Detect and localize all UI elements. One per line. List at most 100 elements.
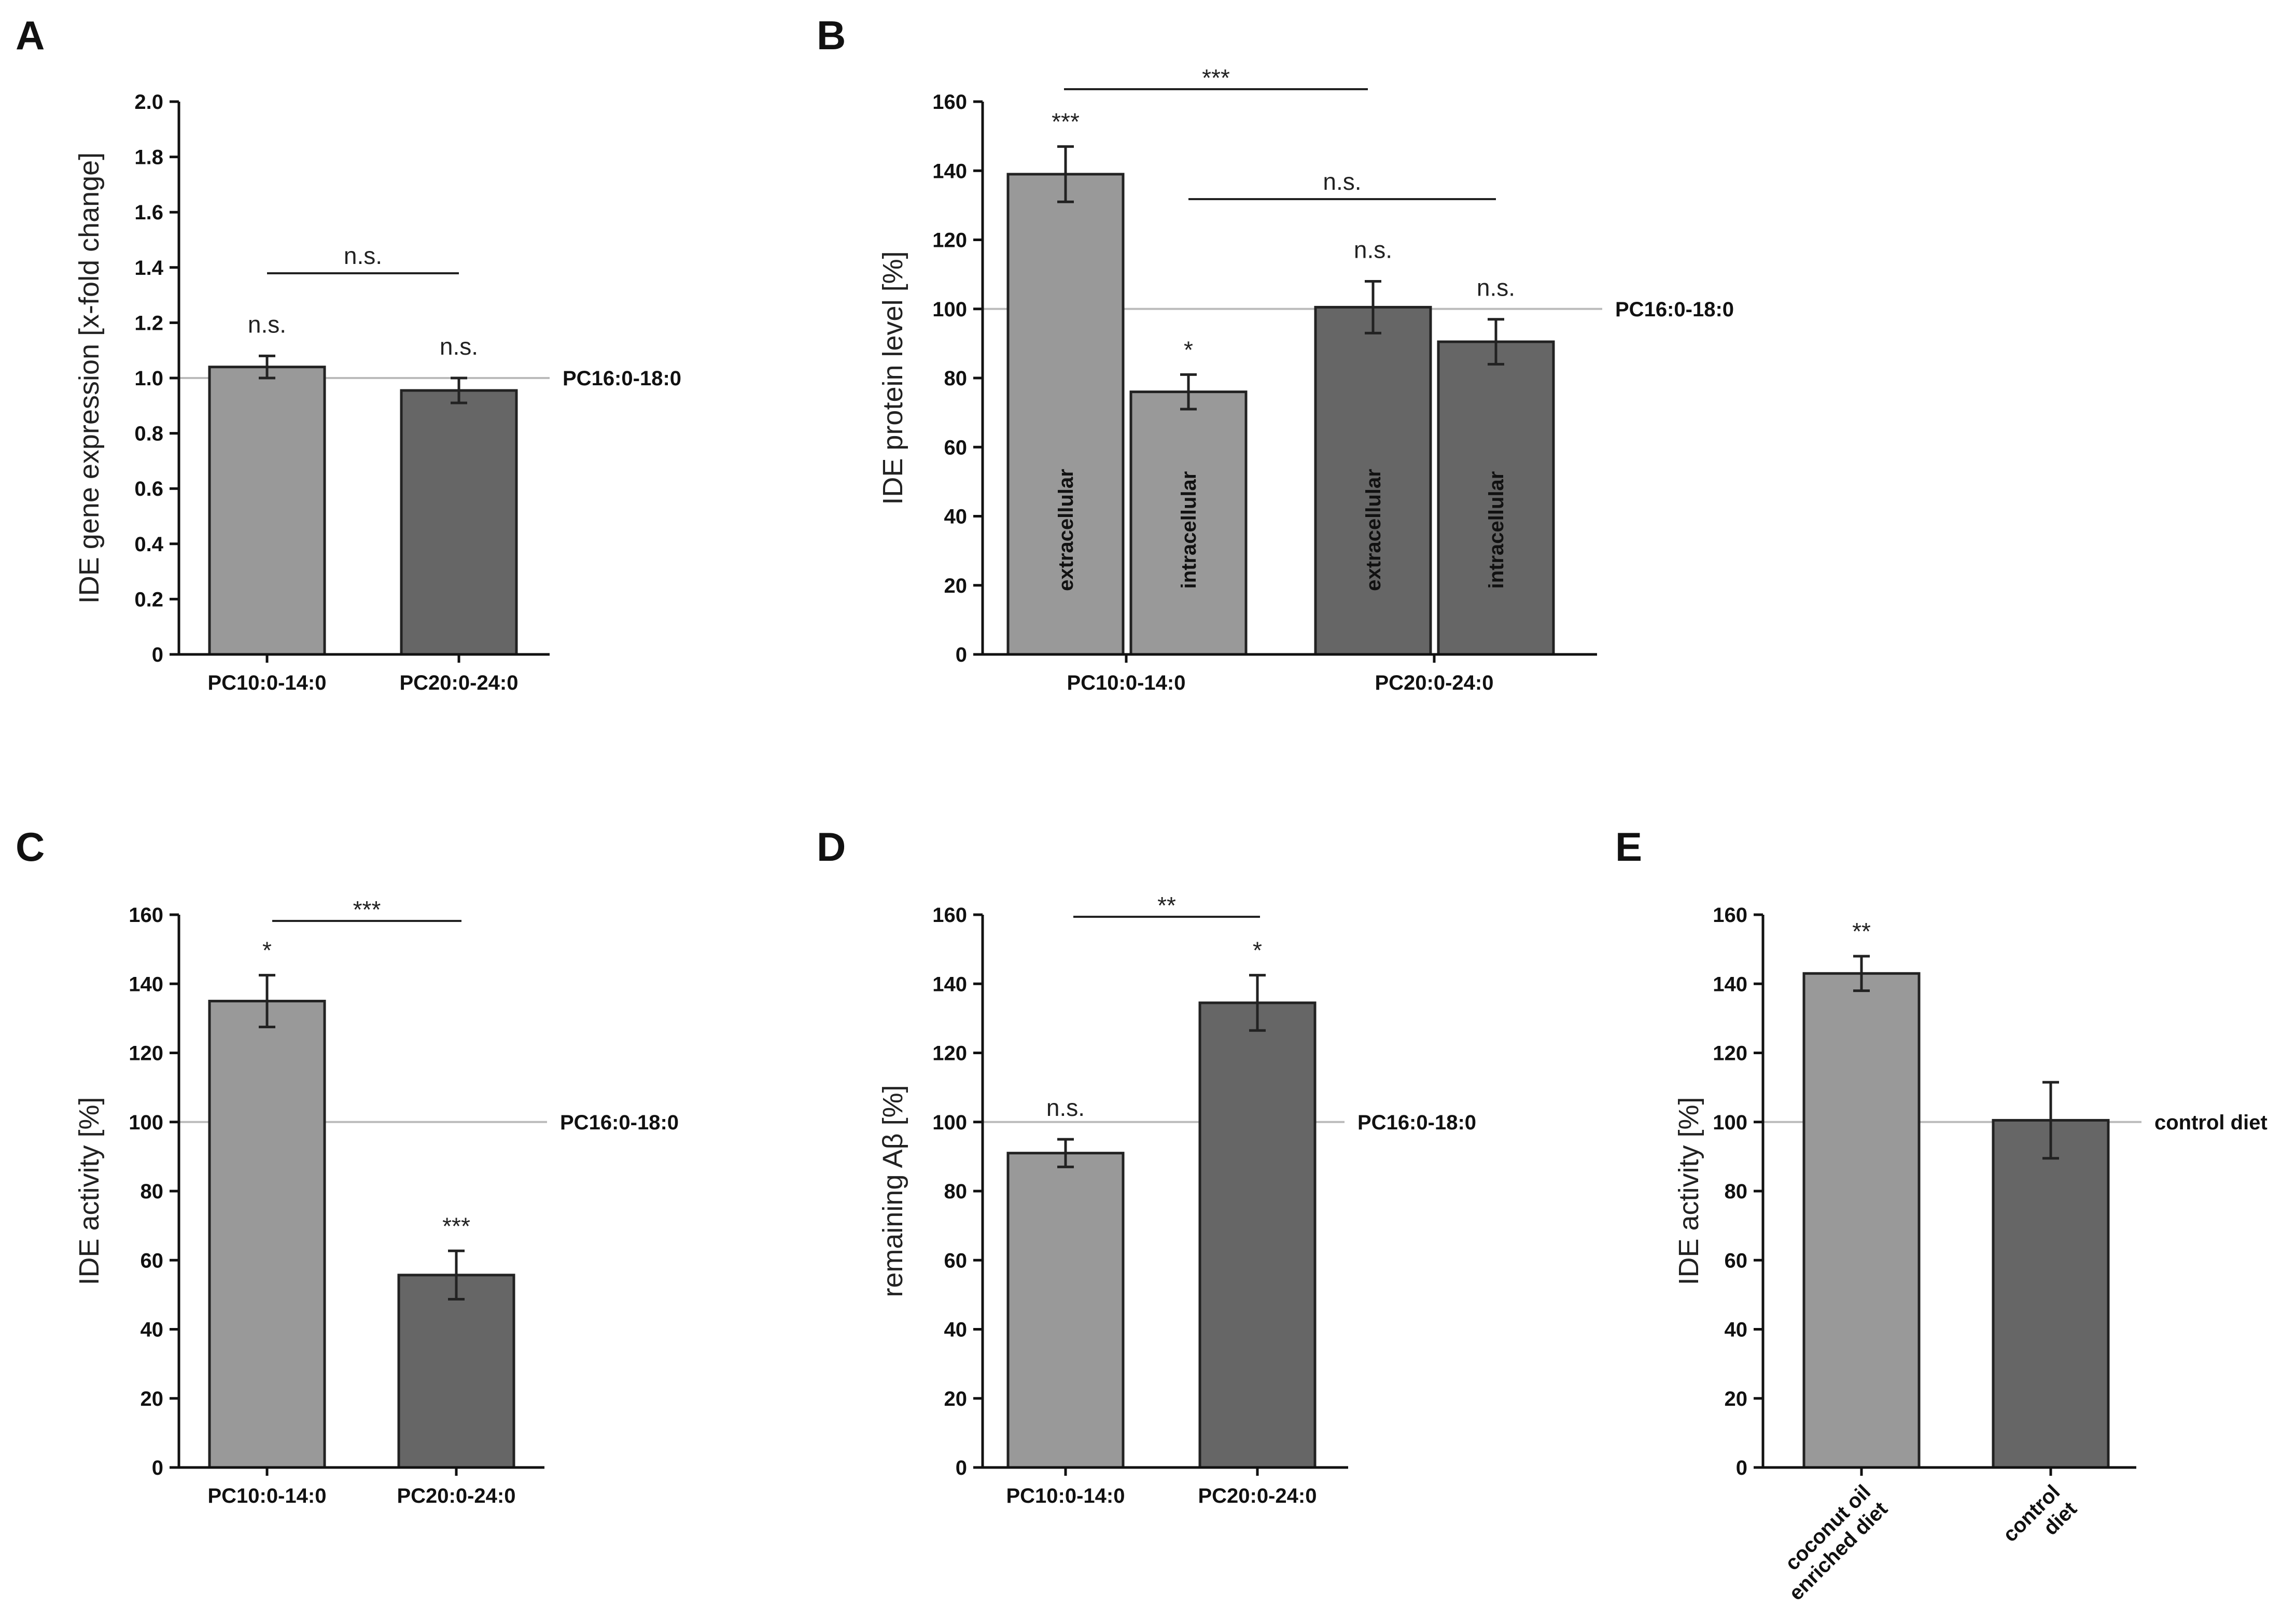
panel-letter: E: [1615, 824, 1642, 870]
y-tick-label: 100: [129, 1111, 163, 1134]
bar: [1992, 1118, 2110, 1469]
y-axis-label: IDE protein level [%]: [877, 251, 908, 505]
bar-significance-label: **: [1852, 918, 1871, 945]
bar-significance-label: n.s.: [1477, 274, 1515, 301]
y-tick-label: 20: [944, 1388, 968, 1410]
x-category-label: PC10:0-14:0: [207, 672, 326, 694]
y-tick-label: 140: [1713, 973, 1747, 996]
y-tick-label: 160: [1713, 904, 1747, 927]
y-axis-label: IDE gene expression [x-fold change]: [74, 152, 105, 604]
bar: [1198, 1001, 1317, 1469]
panel-letter: B: [817, 12, 846, 58]
bar: [208, 366, 326, 656]
y-tick-label: 40: [944, 506, 968, 528]
x-category-label: coconut oilenriched diet: [1768, 1480, 1892, 1605]
y-tick-label: 160: [932, 904, 967, 927]
bar-significance-label: *: [1184, 336, 1193, 363]
series-label: intracellular: [1178, 471, 1200, 589]
y-tick-label: 160: [129, 904, 163, 927]
series-label: extracellular: [1055, 469, 1077, 591]
x-category-label: PC20:0-24:0: [1198, 1485, 1317, 1507]
y-tick-label: 60: [944, 436, 968, 459]
x-category-label: PC20:0-24:0: [399, 672, 518, 694]
bar: [397, 1274, 515, 1469]
panel-letter: A: [16, 12, 45, 58]
reference-label: PC16:0-18:0: [1357, 1111, 1476, 1134]
y-tick-label: 0.6: [134, 478, 163, 500]
y-tick-label: 100: [932, 298, 967, 321]
y-tick-label: 0.2: [134, 588, 163, 611]
y-tick-label: 1.4: [134, 257, 163, 279]
bar-significance-label: ***: [442, 1212, 470, 1239]
bar-significance-label: *: [1253, 937, 1262, 964]
bar: [1129, 390, 1248, 656]
y-tick-label: 120: [129, 1042, 163, 1065]
chart-panel-b: B PC16:0-18:0 *** extracellular * intracellul…: [817, 12, 1734, 694]
y-tick-label: 80: [1725, 1180, 1748, 1203]
x-category-label: PC20:0-24:0: [397, 1485, 515, 1507]
x-category-label: PC20:0-24:0: [1375, 672, 1493, 694]
bar-significance-label: ***: [1052, 108, 1080, 135]
chart-panel-c: CPC16:0-18:0****020406080100120140160PC1…: [16, 824, 679, 1507]
bar: [400, 389, 518, 656]
y-tick-label: 0.8: [134, 423, 163, 445]
y-tick-label: 120: [932, 1042, 967, 1065]
y-tick-label: 20: [944, 575, 968, 597]
y-tick-label: 60: [944, 1249, 968, 1272]
x-category-label: PC10:0-14:0: [1067, 672, 1185, 694]
bar: [1314, 305, 1432, 656]
bar-significance-label: *: [262, 937, 272, 964]
y-tick-label: 140: [932, 160, 967, 183]
chart-panel-a: A PC16:0-18:0 n.s. n.s. 0 0.2 0.4 0.6 0.8 1.0 1.2 1…: [16, 12, 681, 694]
y-tick-label: 160: [932, 91, 967, 114]
bar-significance-label: n.s.: [1046, 1094, 1085, 1121]
bar: [208, 1000, 326, 1469]
bar-significance-label: n.s.: [440, 333, 478, 360]
bar-significance-label: n.s.: [1354, 236, 1392, 263]
y-tick-label: 60: [141, 1249, 164, 1272]
y-tick-label: 40: [944, 1319, 968, 1341]
x-category-label: PC10:0-14:0: [1006, 1485, 1125, 1507]
y-tick-label: 1.8: [134, 146, 163, 169]
x-category-label: controldiet: [1998, 1480, 2081, 1563]
y-tick-label: 1.6: [134, 201, 163, 224]
y-axis-label: IDE activity [%]: [74, 1097, 105, 1285]
y-tick-label: 60: [1725, 1249, 1748, 1272]
y-tick-label: 40: [141, 1319, 164, 1341]
reference-label: PC16:0-18:0: [1615, 298, 1734, 321]
y-tick-label: 0: [956, 644, 967, 666]
y-tick-label: 120: [1713, 1042, 1747, 1065]
y-tick-label: 1.2: [134, 312, 163, 334]
bar-significance-label: n.s.: [248, 311, 286, 338]
y-tick-label: 2.0: [134, 91, 163, 114]
y-tick-label: 140: [932, 973, 967, 996]
bar: [1006, 173, 1125, 656]
series-label: extracellular: [1362, 469, 1385, 591]
y-tick-label: 1.0: [134, 367, 163, 390]
y-axis-label: IDE activity [%]: [1673, 1097, 1704, 1285]
x-category-label: PC10:0-14:0: [207, 1485, 326, 1507]
y-tick-label: 0: [1736, 1457, 1747, 1479]
bracket-label: n.s.: [344, 242, 382, 269]
y-tick-label: 0: [956, 1457, 967, 1479]
bracket-label: **: [1157, 892, 1176, 919]
reference-label: PC16:0-18:0: [563, 367, 681, 390]
y-tick-label: 80: [141, 1180, 164, 1203]
y-tick-label: 100: [932, 1111, 967, 1134]
y-tick-label: 20: [1725, 1388, 1748, 1410]
y-tick-label: 80: [944, 367, 968, 390]
y-tick-label: 120: [932, 229, 967, 252]
bracket-label: n.s.: [1323, 168, 1361, 195]
bar: [1802, 972, 1921, 1469]
reference-label: PC16:0-18:0: [560, 1111, 679, 1134]
y-tick-label: 0: [152, 1457, 163, 1479]
bar: [1006, 1152, 1125, 1469]
bar: [1437, 340, 1555, 656]
y-tick-label: 40: [1725, 1319, 1748, 1341]
y-axis-label: remaining Aβ [%]: [877, 1085, 908, 1297]
y-tick-label: 100: [1713, 1111, 1747, 1134]
series-label: intracellular: [1485, 471, 1508, 589]
chart-panel-d: D PC16:0-18:0 n.s. * 0 20 40 60 80 100 120 140 160 PC…: [817, 824, 1476, 1507]
